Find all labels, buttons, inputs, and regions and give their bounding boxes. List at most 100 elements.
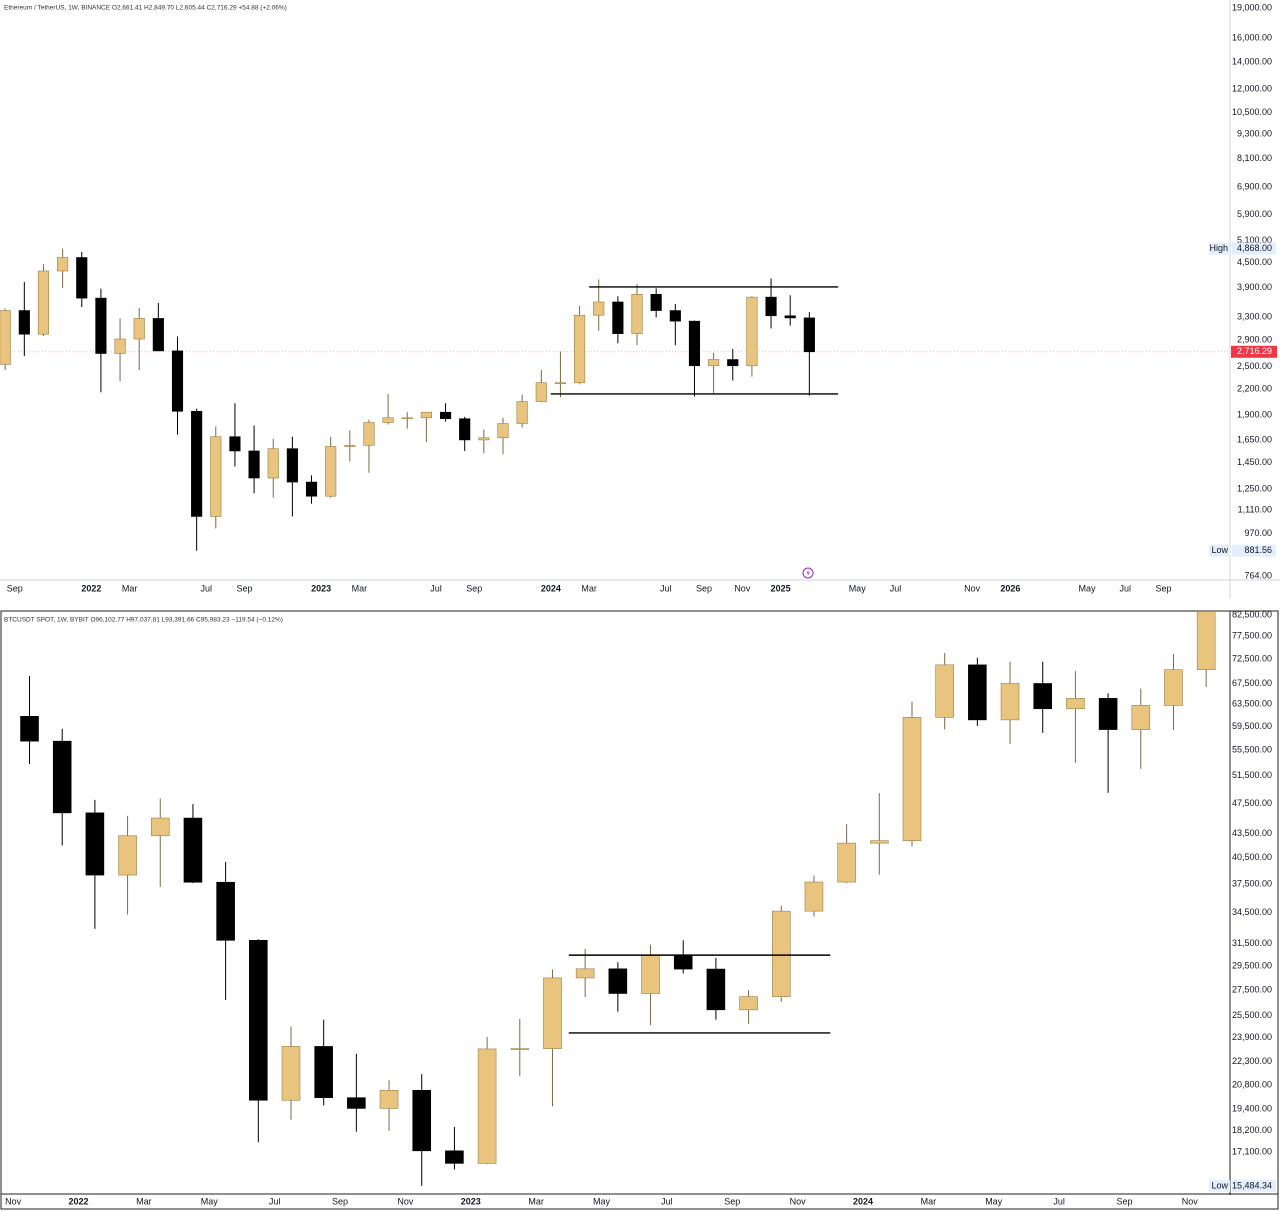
candle-body: [575, 968, 595, 979]
y-tick-label: 1,900.00: [1237, 409, 1272, 419]
candle-body: [935, 664, 954, 718]
candle-body: [152, 318, 164, 352]
last-price-tag: [1231, 345, 1277, 358]
y-tick-label: 82,500.00: [1232, 609, 1272, 619]
candle-body: [171, 350, 184, 412]
candle-body: [543, 977, 562, 1049]
x-tick-label: Nov: [5, 1196, 22, 1206]
x-tick-label: Sep: [7, 583, 23, 593]
candle-body: [216, 881, 235, 941]
candle-body: [739, 996, 758, 1011]
y-tick-label: 4,500.00: [1237, 257, 1272, 267]
candle-body: [631, 294, 643, 334]
x-tick-label: Sep: [1116, 1196, 1132, 1206]
candle-body: [1131, 705, 1151, 730]
candle-body: [593, 301, 605, 316]
x-tick-label: May: [849, 583, 867, 593]
candle-body: [76, 257, 88, 299]
x-tick-label: Mar: [581, 583, 597, 593]
candle-body: [1033, 683, 1053, 710]
price-tag: [1232, 242, 1276, 255]
x-tick-label: Mar: [136, 1196, 152, 1206]
candle-body: [771, 910, 791, 997]
x-tick-label: Jul: [269, 1196, 281, 1206]
x-tick-label: Mar: [921, 1196, 937, 1206]
x-tick-label: 2023: [311, 583, 331, 593]
x-tick-label: May: [985, 1196, 1003, 1206]
candle-body: [608, 968, 628, 994]
candle-body: [382, 417, 394, 423]
candle-body: [510, 1048, 530, 1050]
candle-body: [114, 338, 126, 354]
y-tick-label: 1,650.00: [1237, 434, 1272, 444]
y-tick-label: 1,250.00: [1237, 483, 1272, 493]
candle-body: [1066, 698, 1085, 710]
candle-body: [1164, 669, 1183, 706]
y-tick-label: 19,000.00: [1232, 2, 1272, 12]
x-tick-label: Sep: [466, 583, 482, 593]
y-tick-label: 29,500.00: [1232, 960, 1272, 970]
candle-body: [85, 812, 105, 876]
y-tick-label: 37,500.00: [1232, 878, 1272, 888]
candle-body: [37, 270, 50, 335]
candle-body: [650, 294, 662, 311]
y-tick-label: 764.00: [1244, 570, 1272, 580]
candle-body: [150, 817, 170, 837]
x-tick-label: 2022: [69, 1196, 89, 1206]
x-tick-label: 2023: [461, 1196, 481, 1206]
candle-body: [445, 1150, 464, 1164]
candle-body: [420, 411, 432, 419]
y-tick-label: 17,100.00: [1232, 1146, 1272, 1156]
candle-body: [516, 401, 528, 424]
candle-body: [803, 317, 815, 353]
y-tick-label: 2,900.00: [1237, 335, 1272, 345]
events-icon[interactable]: [802, 567, 814, 579]
candle-body: [727, 359, 739, 367]
candle-body: [902, 717, 922, 842]
x-tick-label: Jul: [660, 583, 672, 593]
y-tick-label: 72,500.00: [1232, 653, 1272, 663]
plot-area: [20, 612, 1216, 1186]
last-price-value: 2,716.29: [1237, 346, 1272, 356]
candle-body: [325, 446, 337, 497]
candle-body: [0, 310, 11, 365]
candle-body: [344, 445, 356, 447]
x-tick-label: Nov: [734, 583, 751, 593]
plot-area: [0, 248, 1230, 551]
candle-body: [1000, 683, 1020, 721]
x-tick-label: May: [201, 1196, 219, 1206]
y-tick-label: 51,500.00: [1232, 770, 1272, 780]
candle-body: [706, 968, 726, 1011]
y-tick-label: 9,300.00: [1237, 129, 1272, 139]
y-tick-label: 5,900.00: [1237, 209, 1272, 219]
price-tag-name: Low: [1211, 1180, 1228, 1190]
candle-body: [57, 257, 69, 272]
y-tick-label: 20,800.00: [1232, 1080, 1272, 1090]
y-tick-label: 16,000.00: [1232, 33, 1272, 43]
x-tick-label: Mar: [122, 583, 138, 593]
x-tick-label: Nov: [1182, 1196, 1199, 1206]
candle-body: [347, 1097, 366, 1109]
y-tick-label: 27,500.00: [1232, 984, 1272, 994]
candle-body: [459, 418, 471, 441]
candle-body: [1196, 612, 1216, 670]
candle-body: [183, 817, 203, 883]
candle-body: [708, 359, 720, 367]
y-tick-label: 43,500.00: [1232, 828, 1272, 838]
candle-body: [968, 664, 987, 721]
y-tick-label: 25,500.00: [1232, 1010, 1272, 1020]
x-tick-label: Sep: [724, 1196, 740, 1206]
candle-body: [210, 436, 222, 517]
x-tick-label: Sep: [237, 583, 253, 593]
chart-header: Ethereum / TetherUS, 1W, BINANCE O2,661.…: [4, 5, 287, 12]
candle-body: [191, 410, 203, 517]
x-tick-label: May: [1078, 583, 1096, 593]
candle-body: [439, 411, 452, 420]
x-tick-label: Mar: [352, 583, 368, 593]
candle-body: [363, 422, 375, 446]
price-tag: [1232, 1179, 1276, 1192]
candle-body: [765, 296, 777, 317]
y-tick-label: 19,400.00: [1232, 1103, 1272, 1113]
candle-body: [784, 315, 796, 319]
